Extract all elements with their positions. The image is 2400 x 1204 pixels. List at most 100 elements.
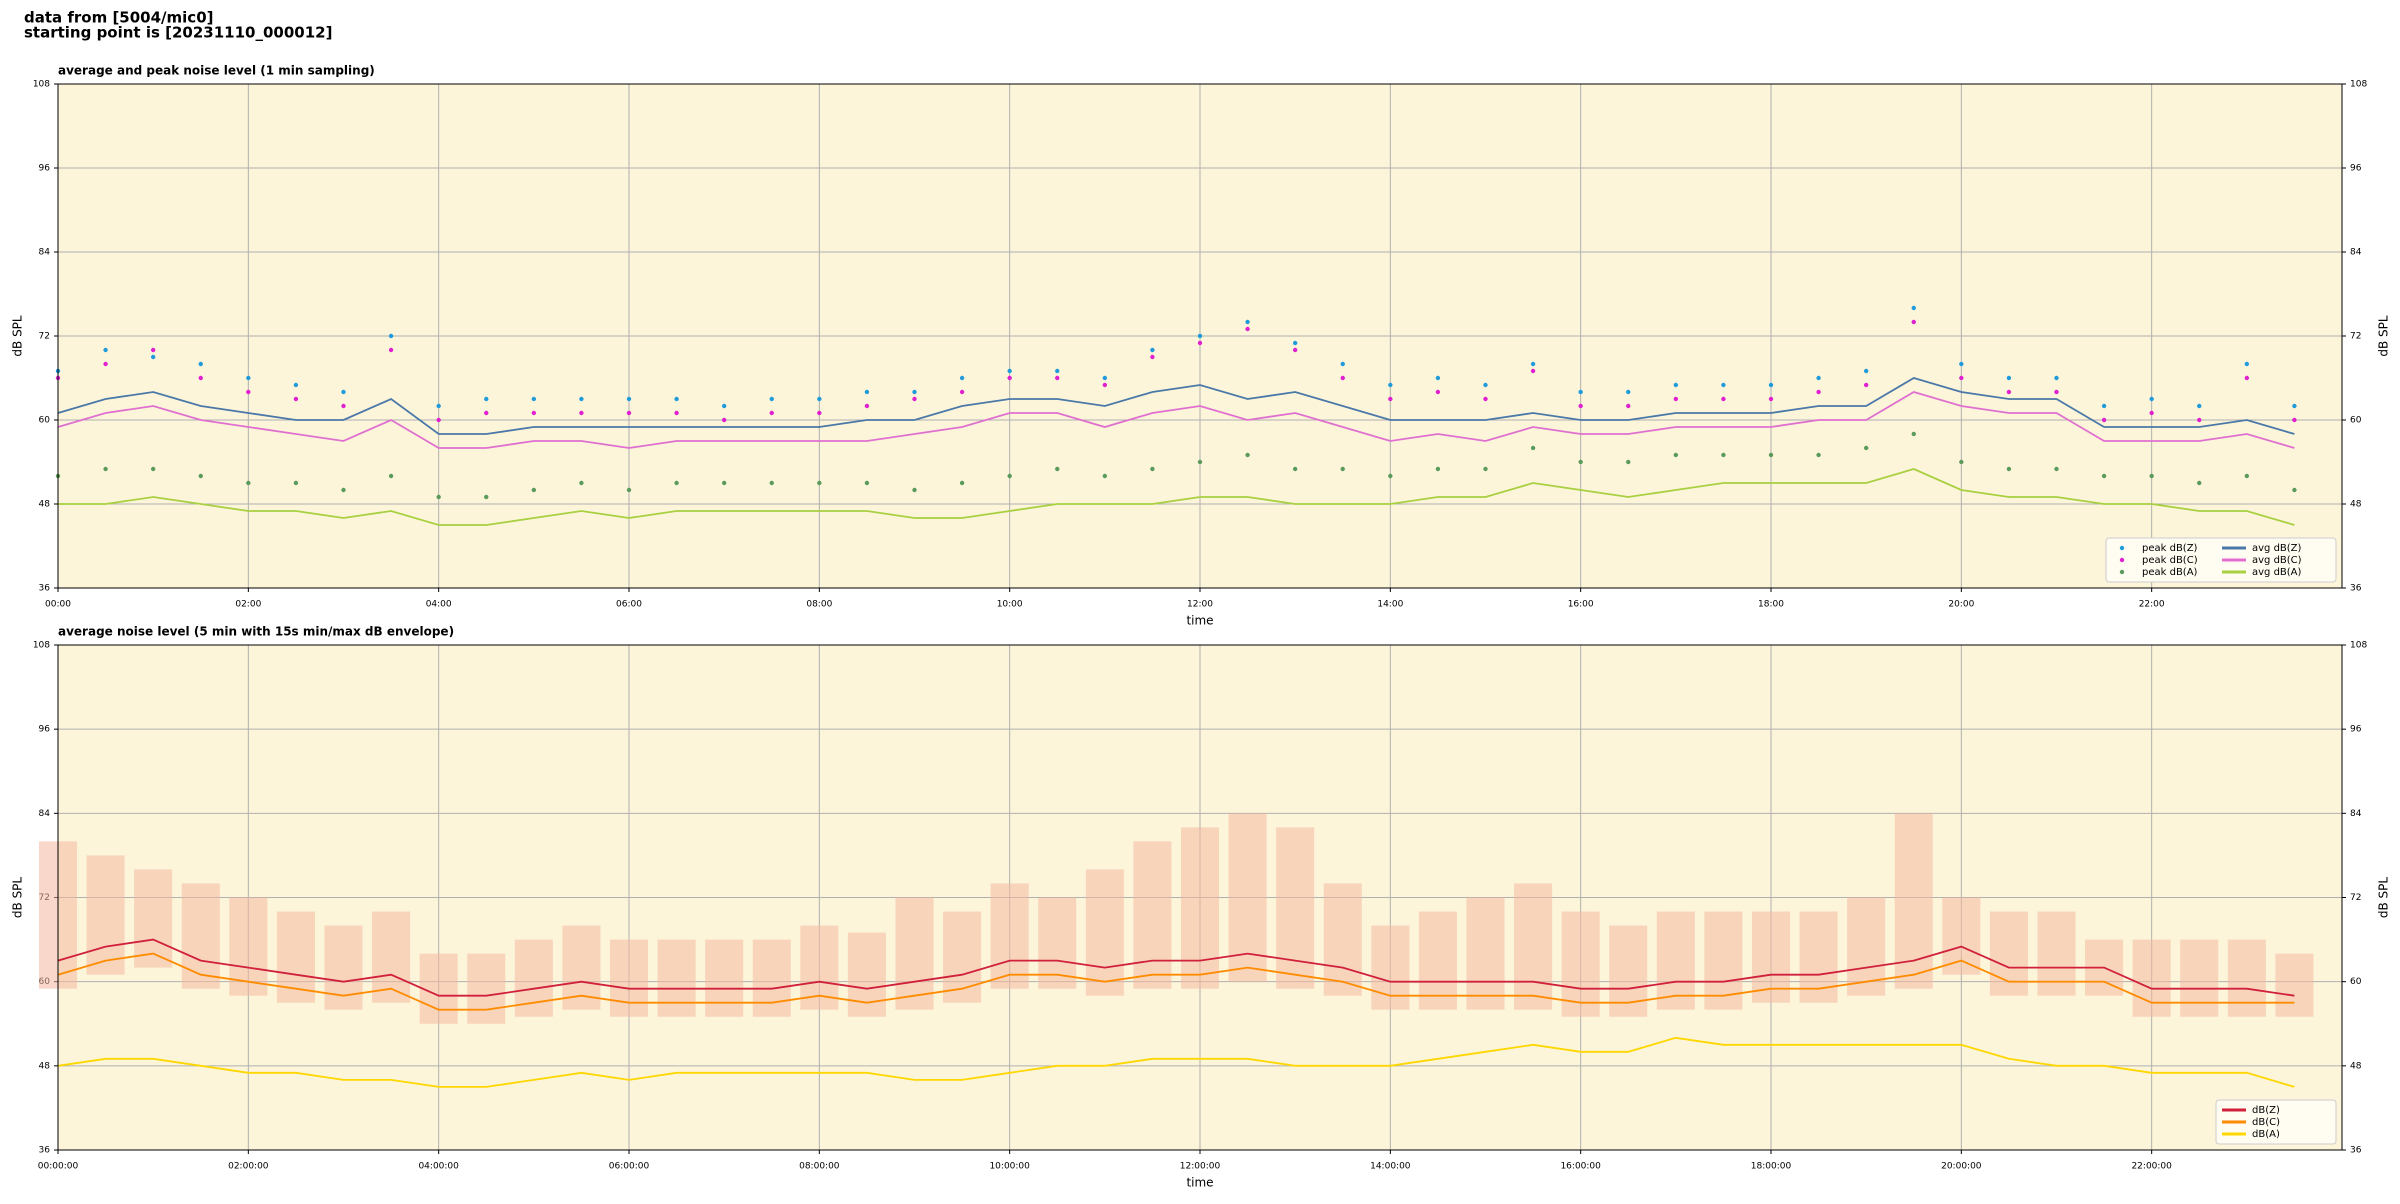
peak-point <box>1721 382 1726 388</box>
peak-point <box>103 466 108 472</box>
peak-point <box>1578 389 1583 395</box>
peak-point <box>2244 375 2250 381</box>
series-line <box>57 377 2295 435</box>
envelope-band <box>1514 883 1553 1010</box>
peak-point <box>484 410 489 416</box>
peak-point <box>959 375 965 381</box>
peak-point <box>1007 473 1012 479</box>
y-tick-label: 84 <box>39 248 51 258</box>
peak-point <box>484 396 489 402</box>
x-tick-label: 22:00:00 <box>2131 1162 2172 1172</box>
y2-tick-label: 48 <box>2350 1061 2362 1071</box>
peak-point <box>1768 452 1774 458</box>
x-tick-label: 16:00 <box>1568 600 1594 610</box>
legend-label: avg dB(Z) <box>2252 543 2302 554</box>
y2-tick-label: 72 <box>2350 332 2361 342</box>
envelope-band <box>1085 869 1124 996</box>
peak-point <box>1340 375 1345 381</box>
peak-point <box>2006 466 2012 472</box>
peak-point <box>817 396 822 402</box>
y2-tick-label: 96 <box>2350 725 2362 735</box>
peak-point <box>246 389 251 395</box>
peak-point <box>1578 459 1583 465</box>
y2-tick-label: 60 <box>2350 416 2362 426</box>
peak-point <box>531 487 537 493</box>
peak-point <box>1911 319 1916 325</box>
envelope-band <box>1894 813 1933 989</box>
peak-point <box>1245 319 1250 325</box>
peak-point <box>2101 473 2107 479</box>
peak-point <box>864 389 870 395</box>
y2-tick-label: 72 <box>2350 893 2361 903</box>
peak-point <box>1483 396 1488 402</box>
peak-point <box>769 410 774 416</box>
series-line <box>57 952 2295 1011</box>
envelope-band <box>2180 939 2219 1017</box>
legend-marker <box>2119 545 2125 551</box>
x-tick-label: 10:00 <box>997 600 1023 610</box>
plot-frame <box>57 644 2343 1151</box>
envelope-band <box>1180 827 1220 989</box>
x-tick-label: 00:00:00 <box>38 1162 79 1172</box>
legend-label: dB(A) <box>2252 1129 2280 1140</box>
peak-point <box>1388 396 1393 402</box>
peak-point <box>1245 326 1250 332</box>
x-tick-label: 20:00:00 <box>1941 1162 1982 1172</box>
peak-point <box>579 396 584 402</box>
y2-tick-label: 60 <box>2350 977 2362 987</box>
peak-point <box>1626 403 1631 409</box>
peak-point <box>912 396 917 402</box>
peak-point <box>436 417 441 423</box>
peak-point <box>436 403 441 409</box>
peak-point <box>674 396 679 402</box>
peak-point <box>341 403 346 409</box>
peak-point <box>1911 305 1916 311</box>
y2-axis-label: dB SPL <box>2377 877 2391 919</box>
peak-point <box>1292 340 1298 346</box>
peak-point <box>1578 403 1583 409</box>
envelope-band <box>1323 883 1362 996</box>
legend-marker <box>2119 569 2125 575</box>
envelope-band <box>943 911 982 1003</box>
y-axis-label: dB SPL <box>11 877 25 919</box>
y2-tick-label: 108 <box>2350 641 2367 651</box>
y2-axis-label: dB SPL <box>2377 315 2391 357</box>
peak-point <box>246 375 251 381</box>
peak-point <box>721 417 727 423</box>
x-tick-label: 06:00:00 <box>609 1162 650 1172</box>
y-tick-label: 48 <box>39 500 51 510</box>
peak-point <box>2292 487 2297 493</box>
peak-point <box>103 347 108 353</box>
envelope-band <box>1133 841 1172 989</box>
x-tick-label: 12:00 <box>1187 600 1213 610</box>
legend-label: peak dB(C) <box>2142 555 2198 566</box>
peak-point <box>579 480 584 486</box>
peak-point <box>293 382 299 388</box>
y-tick-label: 84 <box>39 809 51 819</box>
x-tick-label: 10:00:00 <box>989 1162 1030 1172</box>
peak-point <box>2006 375 2012 381</box>
peak-point <box>1435 466 1441 472</box>
peak-point <box>1435 375 1441 381</box>
envelope-band <box>990 883 1029 989</box>
x-tick-label: 18:00:00 <box>1751 1162 1792 1172</box>
peak-point <box>864 403 870 409</box>
peak-point <box>769 480 774 486</box>
peak-point <box>721 403 727 409</box>
peak-point <box>2006 389 2012 395</box>
peak-point <box>2101 417 2107 423</box>
envelope-band <box>847 932 886 1017</box>
peak-point <box>1483 466 1488 472</box>
peak-point <box>1150 354 1155 360</box>
peak-point <box>1959 361 1964 367</box>
peak-point <box>198 361 203 367</box>
peak-point <box>341 487 346 493</box>
legend-label: avg dB(C) <box>2252 555 2302 566</box>
peak-point <box>2054 389 2059 395</box>
x-tick-label: 18:00 <box>1758 600 1784 610</box>
peak-point <box>293 396 299 402</box>
y-tick-label: 60 <box>39 416 51 426</box>
peak-point <box>198 375 203 381</box>
x-tick-label: 08:00:00 <box>799 1162 840 1172</box>
peak-point <box>721 480 727 486</box>
